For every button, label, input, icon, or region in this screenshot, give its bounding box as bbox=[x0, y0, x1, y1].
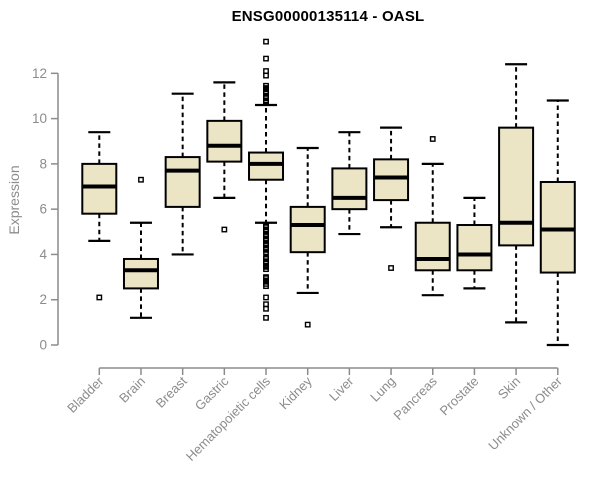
box-liver bbox=[331, 167, 368, 211]
outlier-bladder bbox=[96, 294, 103, 301]
outlier-brain bbox=[138, 176, 144, 183]
x-tick-label: Brain bbox=[116, 374, 148, 406]
box-skin bbox=[498, 126, 535, 247]
y-tick-label: 2 bbox=[39, 292, 47, 307]
outlier-hematopoietic-cells bbox=[263, 294, 269, 301]
box-brain bbox=[122, 257, 159, 290]
y-tick-label: 8 bbox=[39, 156, 47, 171]
x-tick-label: Breast bbox=[153, 373, 190, 410]
box-pancreas bbox=[414, 221, 451, 272]
outlier-hematopoietic-cells bbox=[263, 301, 269, 308]
chart-title: ENSG00000135114 - OASL bbox=[231, 8, 425, 25]
x-tick-label: Bladder bbox=[64, 373, 107, 416]
outlier-hematopoietic-cells bbox=[263, 68, 269, 74]
x-tick-label: Skin bbox=[495, 374, 523, 402]
outlier-hematopoietic-cells bbox=[263, 55, 269, 62]
outlier-kidney bbox=[304, 321, 311, 328]
outlier-gastric bbox=[221, 226, 228, 233]
outlier-lung bbox=[388, 265, 394, 271]
outlier-pancreas bbox=[429, 136, 436, 142]
box-bladder bbox=[81, 162, 118, 215]
y-tick-label: 4 bbox=[39, 247, 47, 262]
box-prostate bbox=[456, 224, 493, 272]
outlier-hematopoietic-cells bbox=[263, 38, 269, 45]
y-tick-label: 6 bbox=[39, 202, 47, 217]
outlier-hematopoietic-cells bbox=[263, 283, 269, 290]
outlier-hematopoietic-cells bbox=[263, 314, 269, 321]
outlier-hematopoietic-cells bbox=[263, 305, 269, 312]
x-tick-label: Kidney bbox=[276, 373, 315, 412]
box-unknown-other bbox=[539, 180, 576, 274]
x-tick-label: Gastric bbox=[192, 373, 232, 413]
x-tick-label: Unknown / Other bbox=[485, 373, 565, 453]
box-gastric bbox=[206, 119, 243, 163]
x-tick-label: Lung bbox=[367, 374, 398, 405]
outlier-hematopoietic-cells bbox=[263, 266, 269, 273]
x-tick-label: Liver bbox=[326, 373, 357, 404]
box-breast bbox=[164, 156, 201, 208]
box-hematopoietic-cells bbox=[248, 151, 285, 181]
outlier-hematopoietic-cells bbox=[263, 72, 269, 79]
x-tick-label: Pancreas bbox=[390, 373, 440, 423]
box-lung bbox=[373, 158, 410, 202]
outlier-hematopoietic-cells bbox=[263, 249, 269, 256]
x-tick-label: Prostate bbox=[437, 374, 482, 419]
outlier-hematopoietic-cells bbox=[263, 99, 269, 106]
y-tick-label: 10 bbox=[32, 111, 47, 126]
box-kidney bbox=[289, 205, 326, 254]
y-tick-label: 12 bbox=[32, 66, 47, 81]
y-tick-label: 0 bbox=[39, 338, 47, 353]
